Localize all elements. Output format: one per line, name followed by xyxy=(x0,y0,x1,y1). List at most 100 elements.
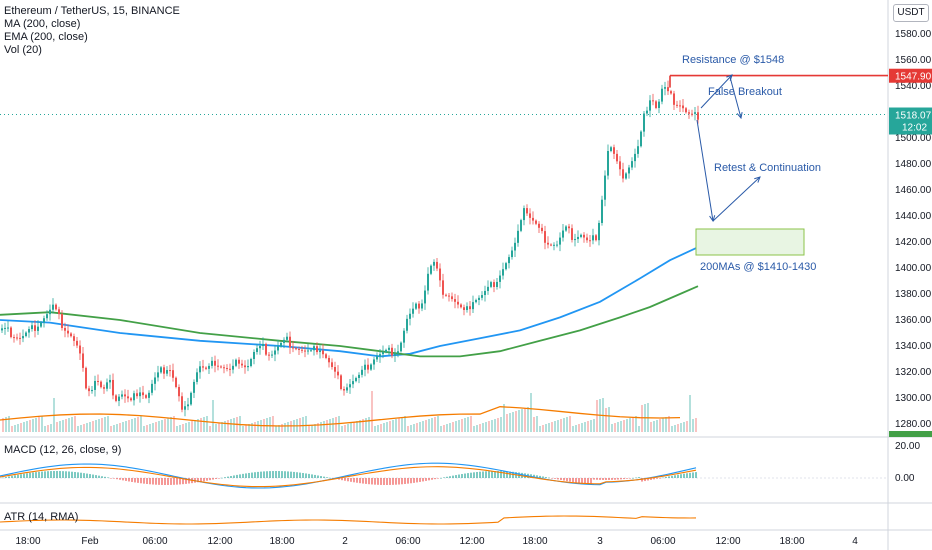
macd-histogram-bar xyxy=(653,478,655,480)
macd-histogram-bar xyxy=(428,478,430,481)
y-tick-label: 1300.00 xyxy=(895,393,932,404)
macd-histogram-bar xyxy=(431,478,433,480)
volume-bar xyxy=(539,426,541,432)
volume-bar xyxy=(200,418,202,432)
y-tick-label: 1280.00 xyxy=(895,419,932,430)
macd-histogram-bar xyxy=(245,473,247,478)
macd-histogram-bar xyxy=(62,471,64,478)
y-tick-label: 1400.00 xyxy=(895,263,932,274)
macd-histogram-bar xyxy=(677,474,679,478)
legend-ma[interactable]: MA (200, close) xyxy=(4,18,81,30)
volume-bar xyxy=(488,421,490,432)
candle-body xyxy=(487,286,489,291)
macd-histogram-bar xyxy=(296,472,298,478)
candle-body xyxy=(25,332,27,337)
legend-vol[interactable]: Vol (20) xyxy=(4,44,42,56)
candle-body xyxy=(19,337,21,339)
volume-bar xyxy=(461,419,463,432)
volume-bar xyxy=(413,424,415,432)
candle-body xyxy=(97,380,99,382)
candle-body xyxy=(109,379,111,383)
candle-body xyxy=(472,302,474,310)
atr-label[interactable]: ATR (14, RMA) xyxy=(4,511,79,523)
candle-body xyxy=(148,392,150,398)
candle-body xyxy=(301,349,303,351)
candle-body xyxy=(682,105,684,109)
volume-bar xyxy=(470,416,472,432)
candle-body xyxy=(355,377,357,382)
candle-body xyxy=(637,146,639,154)
volume-bar xyxy=(365,418,367,432)
candle-body xyxy=(598,222,600,241)
candle-body xyxy=(553,244,555,246)
candle-body xyxy=(556,244,558,246)
macd-histogram-bar xyxy=(554,478,556,479)
candle-body xyxy=(589,240,591,242)
macd-histogram-bar xyxy=(659,478,661,479)
volume-bar xyxy=(590,420,592,432)
volume-bar xyxy=(503,404,505,432)
macd-histogram-bar xyxy=(269,471,271,478)
candle-body xyxy=(37,326,39,331)
candle-body xyxy=(313,346,315,351)
volume-bar xyxy=(353,422,355,432)
volume-bar xyxy=(110,426,112,432)
legend-ema[interactable]: EMA (200, close) xyxy=(4,31,88,43)
macd-histogram-bar xyxy=(158,478,160,485)
y-tick-label: 1320.00 xyxy=(895,367,932,378)
y-tick-label: 1580.00 xyxy=(895,29,932,40)
macd-histogram-bar xyxy=(626,478,628,479)
volume-bar xyxy=(191,421,193,432)
macd-histogram-bar xyxy=(11,475,13,478)
macd-histogram-bar xyxy=(674,475,676,478)
candle-body xyxy=(229,368,231,370)
volume-bar xyxy=(326,420,328,432)
candle-body xyxy=(562,230,564,238)
volume-bar xyxy=(452,422,454,432)
candle-body xyxy=(16,337,18,339)
volume-bar xyxy=(221,422,223,432)
candle-body xyxy=(427,273,429,291)
macd-histogram-bar xyxy=(188,478,190,484)
volume-bar xyxy=(173,416,175,432)
macd-histogram-bar xyxy=(143,478,145,484)
macd-histogram-bar xyxy=(416,478,418,483)
candle-body xyxy=(319,350,321,353)
volume-bar xyxy=(431,418,433,432)
macd-label[interactable]: MACD (12, 26, close, 9) xyxy=(4,444,122,456)
symbol-title[interactable]: Ethereum / TetherUS, 15, BINANCE xyxy=(4,5,180,17)
candle-body xyxy=(607,151,609,176)
candle-body xyxy=(373,359,375,365)
volume-bar xyxy=(473,426,475,432)
volume-bar xyxy=(446,424,448,432)
volume-bar xyxy=(170,417,172,432)
volume-bar xyxy=(143,426,145,432)
volume-bar xyxy=(83,424,85,432)
volume-bar xyxy=(683,422,685,432)
macd-histogram-bar xyxy=(410,478,412,484)
volume-bar xyxy=(533,417,535,432)
arrow-false-breakout-down xyxy=(729,76,742,119)
candle-body xyxy=(649,100,651,111)
macd-histogram-bar xyxy=(377,478,379,485)
volume-bar xyxy=(176,426,178,432)
macd-histogram-bar xyxy=(413,478,415,483)
candle-body xyxy=(439,268,441,281)
volume-bar xyxy=(587,421,589,432)
volume-bar xyxy=(437,416,439,432)
volume-bar xyxy=(440,426,442,432)
macd-histogram-bar xyxy=(230,476,232,478)
candle-body xyxy=(277,346,279,351)
volume-bar xyxy=(38,417,40,432)
volume-bar xyxy=(572,426,574,432)
volume-bar xyxy=(59,421,61,432)
candle-body xyxy=(187,404,189,407)
currency-button[interactable]: USDT xyxy=(893,4,929,22)
volume-bar xyxy=(344,425,346,432)
candle-body xyxy=(664,87,666,89)
macd-histogram-bar xyxy=(392,478,394,485)
candle-body xyxy=(220,366,222,368)
macd-histogram-bar xyxy=(599,478,601,480)
volume-bar xyxy=(230,419,232,432)
